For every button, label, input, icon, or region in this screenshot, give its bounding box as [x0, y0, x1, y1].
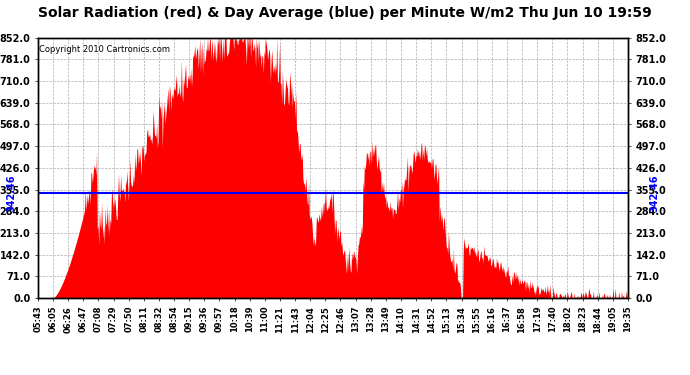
- Text: Copyright 2010 Cartronics.com: Copyright 2010 Cartronics.com: [39, 45, 170, 54]
- Text: Solar Radiation (red) & Day Average (blue) per Minute W/m2 Thu Jun 10 19:59: Solar Radiation (red) & Day Average (blu…: [38, 6, 652, 20]
- Text: 342.46: 342.46: [6, 175, 17, 212]
- Text: 342.46: 342.46: [649, 175, 660, 212]
